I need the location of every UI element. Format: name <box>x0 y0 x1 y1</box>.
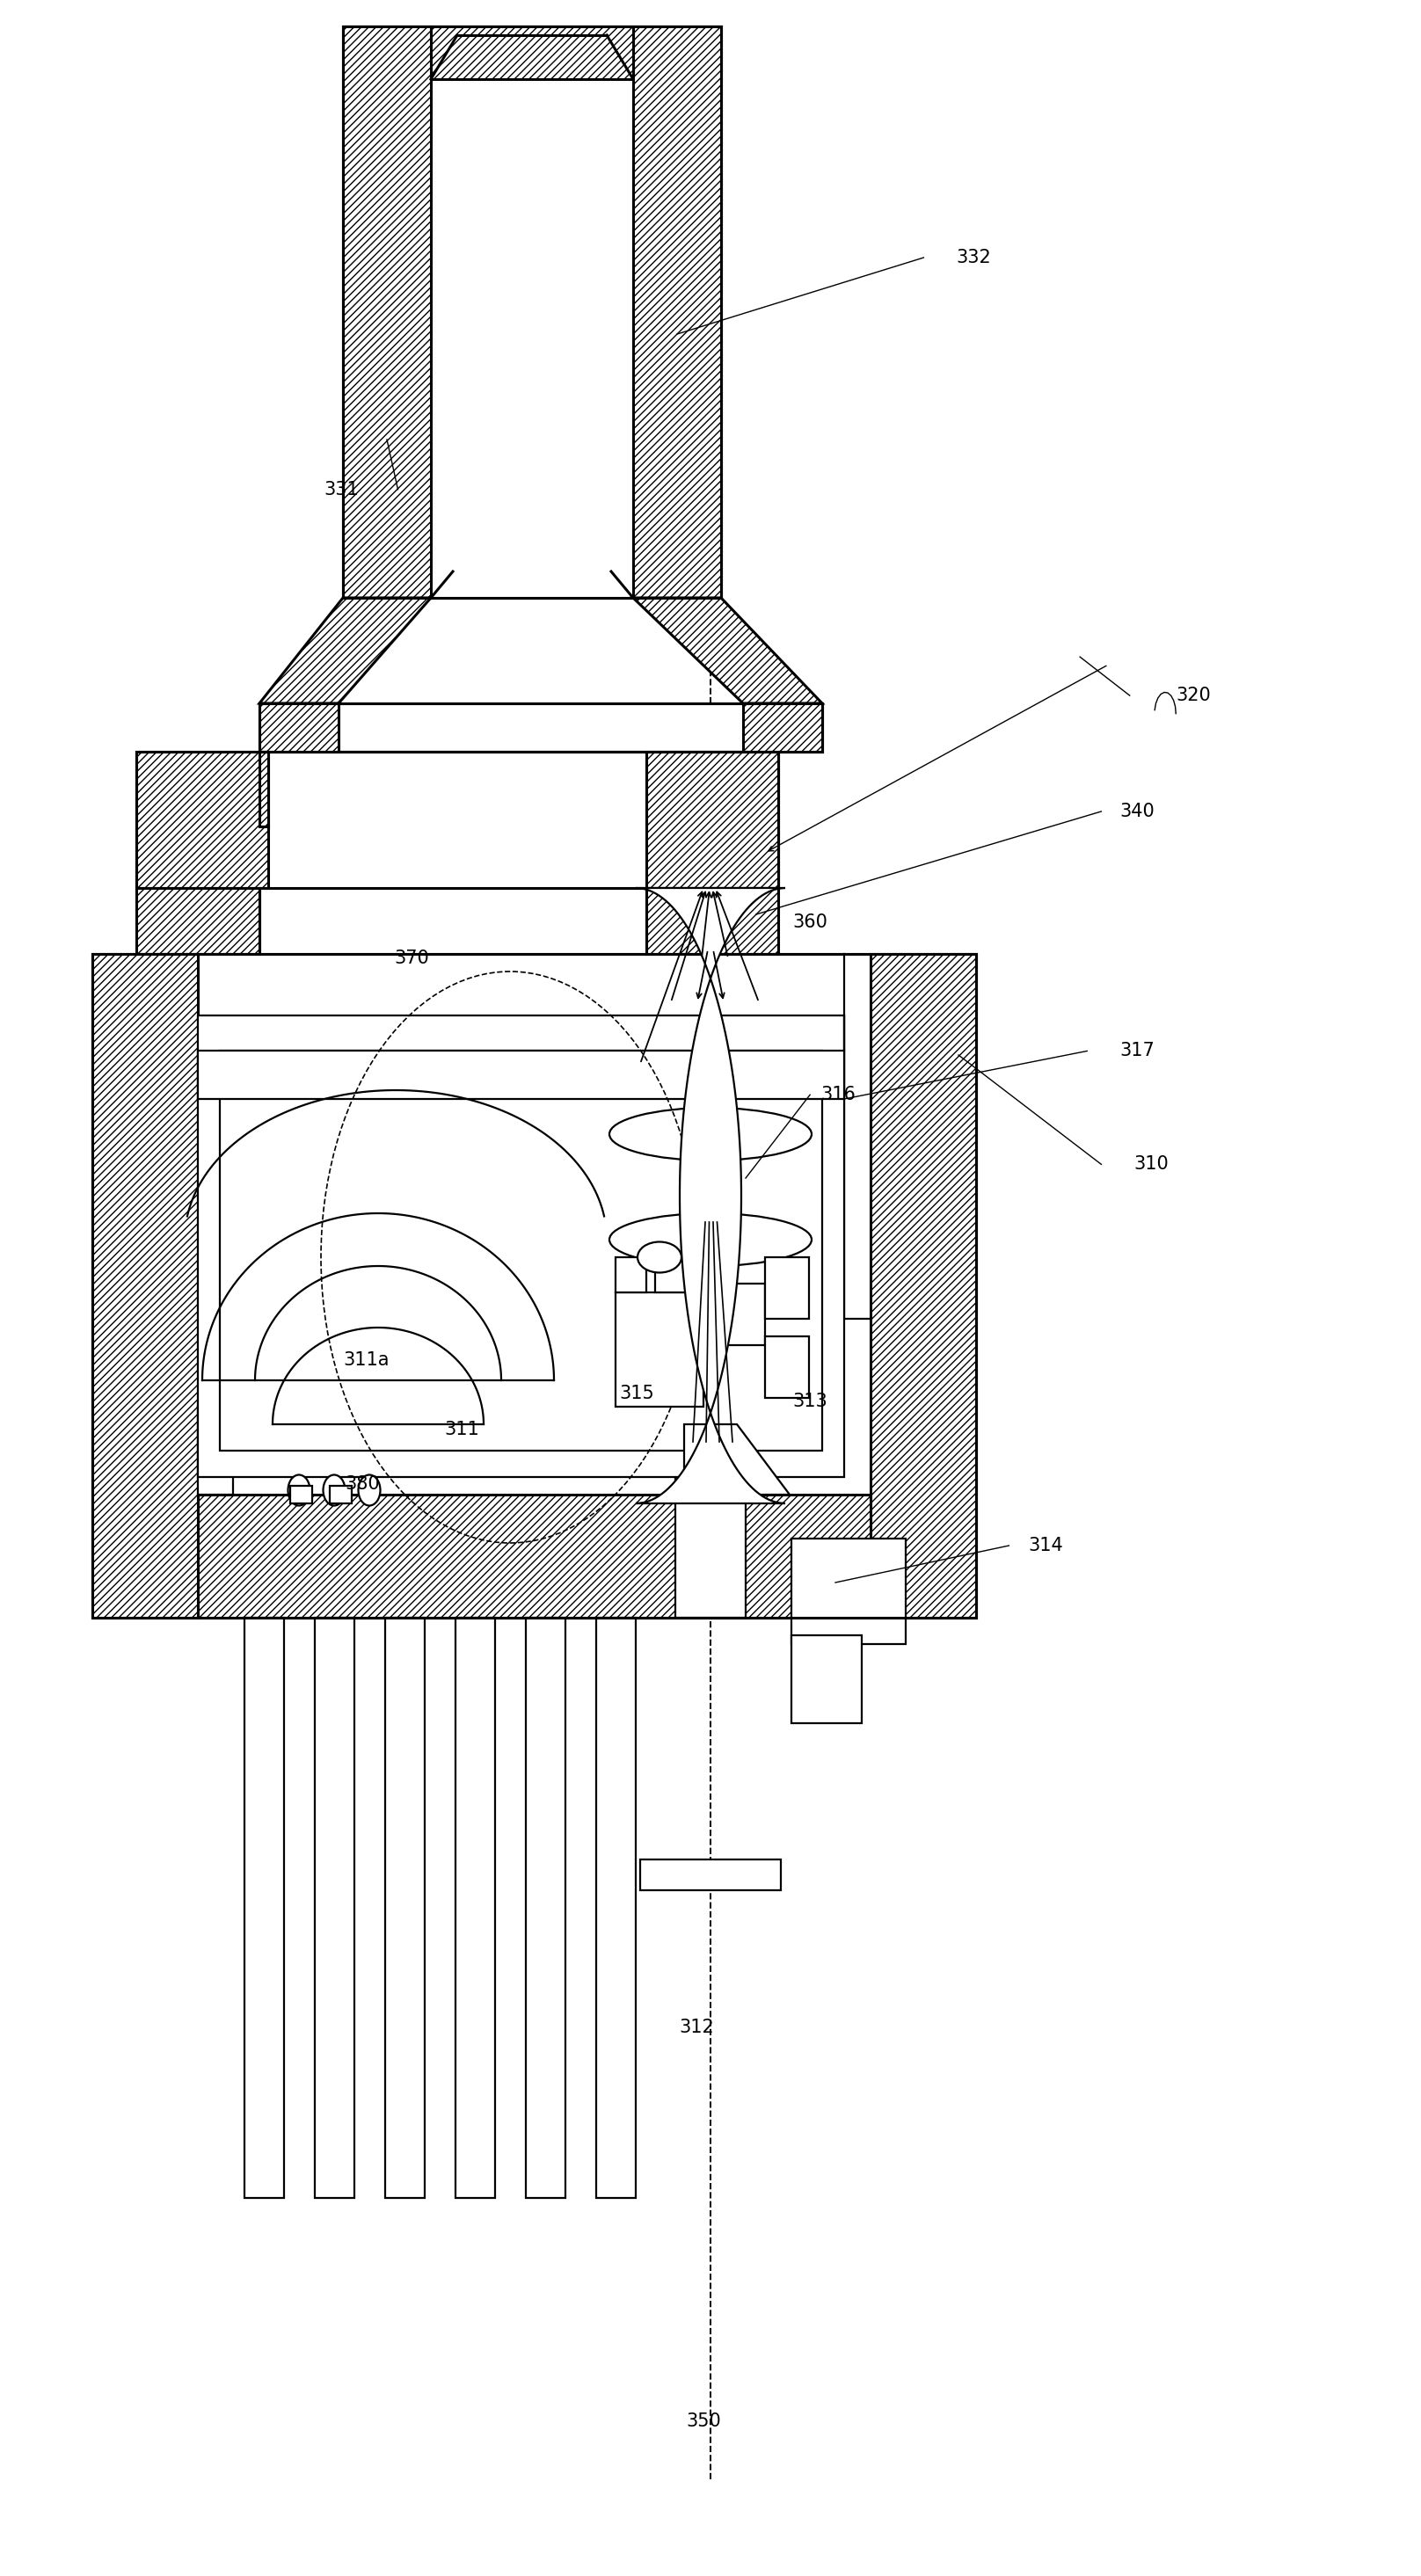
Text: 370: 370 <box>395 951 429 966</box>
Bar <box>92 953 976 1618</box>
Bar <box>136 752 779 889</box>
Text: 320: 320 <box>1177 688 1211 703</box>
Bar <box>615 1293 703 1406</box>
Bar <box>647 752 779 889</box>
Bar <box>136 752 779 889</box>
Ellipse shape <box>610 1108 811 1162</box>
Bar <box>595 1618 635 2197</box>
Text: 314: 314 <box>1029 1538 1063 1553</box>
Bar <box>526 1618 566 2197</box>
Bar <box>198 1406 233 1494</box>
Bar <box>342 26 720 598</box>
Text: 332: 332 <box>956 250 990 265</box>
Text: 313: 313 <box>793 1394 827 1409</box>
Bar <box>385 1618 425 2197</box>
Bar <box>615 1257 647 1293</box>
Bar <box>260 703 823 752</box>
Text: 380: 380 <box>345 1476 379 1492</box>
Text: 312: 312 <box>679 2020 713 2035</box>
Bar <box>764 1257 809 1319</box>
Text: 317: 317 <box>1120 1043 1154 1059</box>
Polygon shape <box>684 1425 790 1494</box>
Bar <box>764 1337 809 1399</box>
Text: 331: 331 <box>324 482 358 497</box>
Text: 310: 310 <box>1134 1157 1168 1172</box>
Bar <box>720 1283 764 1345</box>
Bar <box>655 1257 686 1293</box>
Ellipse shape <box>358 1476 381 1504</box>
Bar <box>136 752 269 889</box>
Text: 340: 340 <box>1120 804 1154 819</box>
Bar <box>198 1051 844 1100</box>
Bar <box>342 26 431 598</box>
Bar <box>342 26 720 598</box>
Polygon shape <box>635 889 786 1504</box>
Bar <box>455 1618 495 2197</box>
Bar <box>330 1486 352 1504</box>
Bar <box>198 953 871 1494</box>
Text: 350: 350 <box>686 2414 720 2429</box>
Text: 311: 311 <box>445 1422 479 1437</box>
Ellipse shape <box>288 1476 310 1504</box>
Bar <box>198 1015 844 1476</box>
Bar <box>260 752 269 827</box>
Ellipse shape <box>323 1476 345 1504</box>
Ellipse shape <box>638 1242 682 1273</box>
Bar <box>639 1860 782 1891</box>
Bar <box>431 26 634 80</box>
Bar <box>269 752 647 889</box>
Bar <box>871 953 976 1618</box>
Bar <box>136 889 260 953</box>
Bar <box>244 1618 284 2197</box>
Bar <box>198 1494 871 1618</box>
Bar <box>290 1486 313 1504</box>
Text: 315: 315 <box>620 1386 654 1401</box>
Ellipse shape <box>610 1213 811 1265</box>
Text: 316: 316 <box>821 1087 855 1103</box>
Bar <box>675 1345 746 1618</box>
Bar <box>260 703 338 752</box>
Bar <box>314 1618 354 2197</box>
Text: 311a: 311a <box>344 1352 389 1368</box>
Bar <box>647 889 779 953</box>
Polygon shape <box>260 598 431 703</box>
Polygon shape <box>634 598 823 703</box>
Bar <box>634 26 720 598</box>
Bar <box>92 953 198 1618</box>
Bar <box>260 703 823 752</box>
Bar <box>791 1538 905 1643</box>
Bar <box>791 1636 861 1723</box>
Text: 360: 360 <box>793 914 827 930</box>
Bar <box>220 1051 823 1450</box>
Bar <box>92 953 976 1618</box>
Bar <box>743 703 823 752</box>
